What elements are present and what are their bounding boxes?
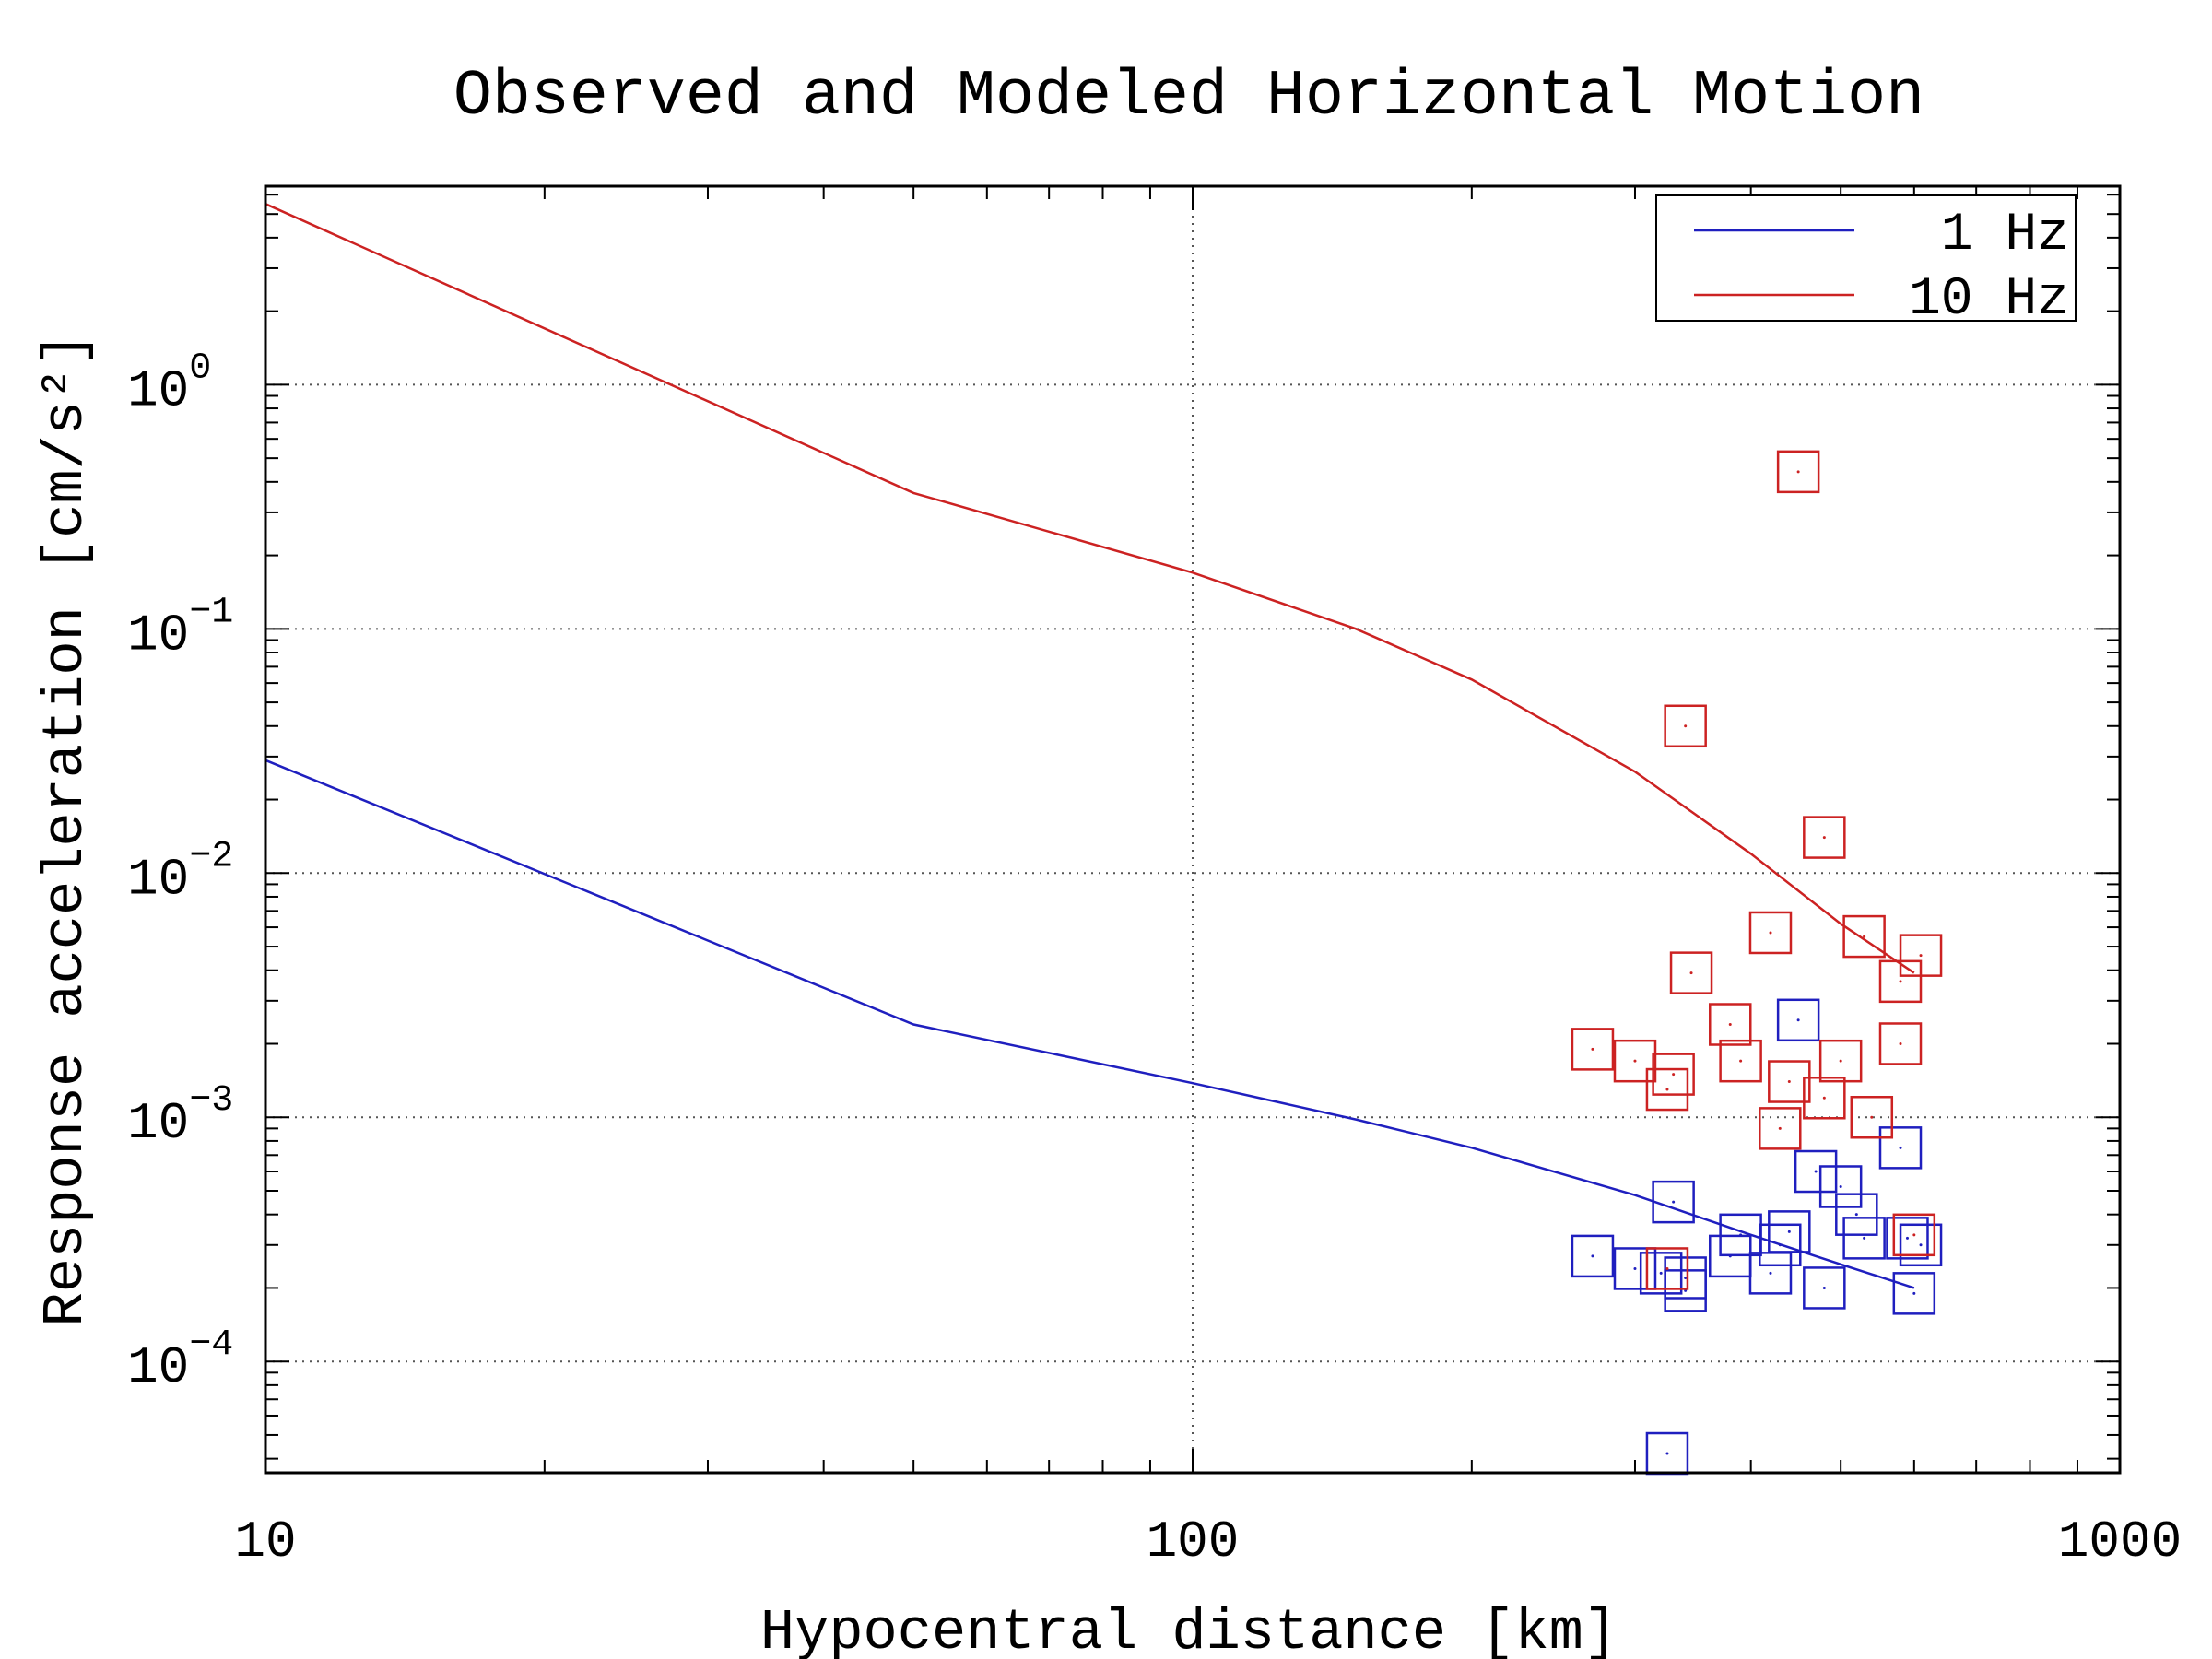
data-point-10-hz bbox=[1664, 704, 1707, 748]
data-point-10-hz bbox=[1776, 450, 1820, 494]
data-point-1-hz bbox=[1878, 1126, 1923, 1170]
data-point-1-hz bbox=[1645, 1431, 1689, 1476]
data-point-10-hz bbox=[1803, 1077, 1846, 1120]
plot-frame bbox=[264, 184, 2122, 1475]
data-point-1-hz bbox=[1719, 1213, 1762, 1257]
legend-label: 10 Hz bbox=[1909, 270, 2069, 330]
y-tick-label: 100 bbox=[127, 347, 211, 420]
data-point-10-hz bbox=[1748, 911, 1793, 955]
data-point-10-hz bbox=[1645, 1247, 1689, 1290]
data-point-10-hz bbox=[1613, 1039, 1657, 1083]
data-point-1-hz bbox=[1652, 1180, 1695, 1224]
data-point-1-hz bbox=[1892, 1272, 1936, 1315]
data-point-10-hz bbox=[1719, 1039, 1762, 1083]
y-tick-label: 10−4 bbox=[127, 1324, 233, 1397]
data-point-10-hz bbox=[1842, 914, 1886, 959]
data-point-10-hz bbox=[1818, 1039, 1863, 1083]
model-line-10-hz bbox=[265, 203, 1915, 974]
data-point-10-hz bbox=[1645, 1067, 1689, 1112]
y-tick-label: 10−3 bbox=[127, 1080, 233, 1153]
model-line-1-hz bbox=[265, 759, 1915, 1289]
x-tick-label: 10 bbox=[234, 1512, 296, 1571]
model-lines bbox=[265, 203, 1915, 1289]
data-point-1-hz bbox=[1613, 1247, 1657, 1290]
legend-label: 1 Hz bbox=[1941, 206, 2069, 265]
x-tick-label: 100 bbox=[1147, 1512, 1240, 1571]
data-point-10-hz bbox=[1571, 1028, 1615, 1071]
data-point-10-hz bbox=[1652, 1053, 1695, 1096]
observed-points bbox=[1571, 450, 1943, 1476]
data-point-1-hz bbox=[1803, 1266, 1846, 1310]
data-point-10-hz bbox=[1803, 816, 1846, 859]
data-point-1-hz bbox=[1748, 1252, 1793, 1295]
data-point-10-hz bbox=[1768, 1060, 1811, 1103]
data-point-1-hz bbox=[1768, 1210, 1811, 1253]
data-point-10-hz bbox=[1899, 934, 1943, 977]
data-point-1-hz bbox=[1842, 1217, 1886, 1260]
x-tick-label: 1000 bbox=[2058, 1512, 2182, 1571]
data-point-1-hz bbox=[1818, 1165, 1863, 1208]
data-point-1-hz bbox=[1899, 1223, 1943, 1267]
data-point-1-hz bbox=[1759, 1223, 1802, 1267]
data-point-10-hz bbox=[1878, 1022, 1923, 1065]
data-point-1-hz bbox=[1776, 998, 1820, 1042]
y-tick-labels: 10−4 10−3 10−2 10−1 100 bbox=[127, 347, 233, 1397]
grid-lines bbox=[265, 186, 2120, 1473]
data-point-10-hz bbox=[1669, 951, 1713, 994]
data-point-1-hz bbox=[1794, 1149, 1838, 1194]
data-point-10-hz bbox=[1892, 1213, 1936, 1257]
data-point-1-hz bbox=[1835, 1193, 1878, 1236]
y-axis-label: Response acceleration [cm/s²] bbox=[33, 333, 99, 1327]
data-point-10-hz bbox=[1850, 1095, 1894, 1139]
data-point-1-hz bbox=[1571, 1234, 1615, 1278]
data-point-1-hz bbox=[1886, 1217, 1929, 1260]
data-point-1-hz bbox=[1664, 1256, 1707, 1300]
y-tick-label: 10−2 bbox=[127, 836, 233, 909]
legend-box bbox=[1655, 194, 2077, 322]
axis-ticks bbox=[265, 186, 2120, 1473]
data-point-1-hz bbox=[1664, 1269, 1707, 1312]
data-point-10-hz bbox=[1759, 1107, 1802, 1150]
chart-title: Observed and Modeled Horizontal Motion bbox=[453, 61, 1924, 134]
x-axis-label: Hypocentral distance [km] bbox=[760, 1600, 1618, 1659]
data-point-10-hz bbox=[1709, 1003, 1752, 1046]
y-tick-label: 10−1 bbox=[127, 592, 233, 665]
data-point-1-hz bbox=[1639, 1252, 1683, 1295]
x-tick-labels: 10 100 1000 bbox=[234, 1512, 2182, 1571]
